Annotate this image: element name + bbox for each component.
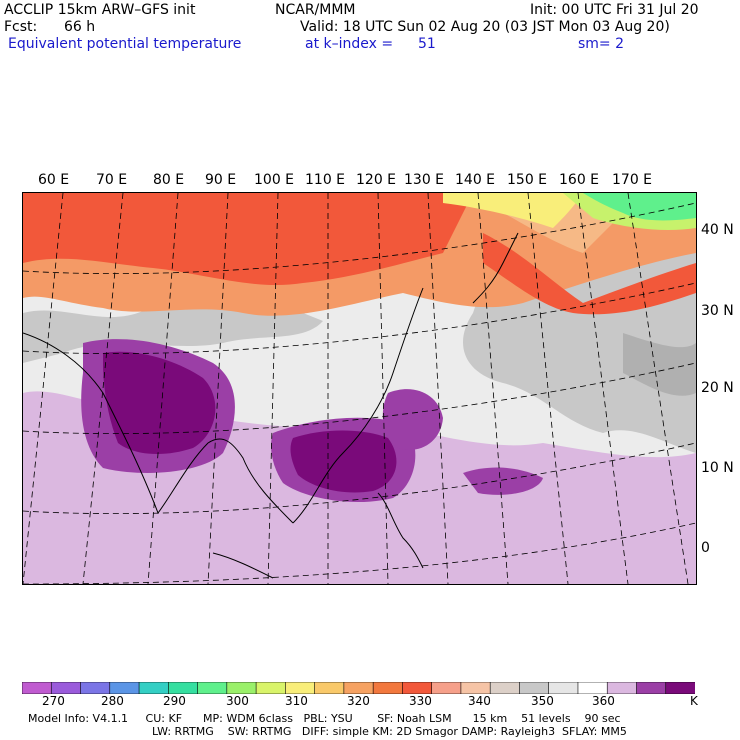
colorbar-swatch (636, 682, 667, 694)
lon-line-160e (577, 193, 629, 584)
coastline-china (292, 287, 424, 524)
colorbar-swatch (22, 682, 53, 694)
lon-label-160e: 160 E (559, 172, 600, 188)
colorbar-swatch (577, 682, 609, 694)
colorbar-tick-330: 330 (409, 694, 432, 708)
colorbar-tick-280: 280 (101, 694, 124, 708)
lon-label-100e: 100 E (254, 172, 295, 188)
deep-purple-scs (290, 430, 397, 493)
colorbar-swatch (109, 682, 140, 694)
colorbar-tick-360: 360 (592, 694, 615, 708)
colorbar-swatch (606, 682, 638, 694)
forecast-label: Fcst: (4, 19, 38, 35)
colorbar-swatch (314, 682, 345, 694)
colorbar-swatch (402, 682, 433, 694)
lon-label-170e: 170 E (612, 172, 653, 188)
lat-label-equator: 0 (701, 540, 710, 556)
lon-line-90e (207, 193, 229, 584)
hot-band-north (23, 193, 473, 286)
init-time: Init: 00 UTC Fri 31 Jul 20 (530, 2, 699, 18)
organization-label: NCAR/MMM (275, 2, 356, 18)
colorbar (22, 682, 695, 694)
coastline-japan (472, 232, 519, 304)
colorbar-swatch (197, 682, 228, 694)
gray-region-south (623, 333, 696, 396)
lon-line-140e (477, 193, 509, 584)
colorbar-swatch (460, 682, 491, 694)
field-name: Equivalent potential temperature (8, 36, 242, 52)
lon-label-80e: 80 E (153, 172, 185, 188)
red-tongue-east (483, 233, 696, 315)
lon-line-130e (427, 193, 449, 584)
lon-line-70e (82, 193, 124, 584)
colorbar-swatch (255, 682, 287, 694)
colorbar-swatch (138, 682, 170, 694)
model-title: ACCLIP 15km ARW–GFS init (4, 2, 196, 18)
lon-label-150e: 150 E (507, 172, 548, 188)
colorbar-swatch (343, 682, 374, 694)
lon-label-60e: 60 E (38, 172, 70, 188)
lon-label-130e: 130 E (404, 172, 445, 188)
level-label: at k–index = (305, 36, 394, 52)
smoothing-label: sm= 2 (578, 36, 625, 52)
coastline-indonesia (212, 552, 274, 579)
colorbar-swatch (548, 682, 579, 694)
colorbar-tick-270: 270 (42, 694, 65, 708)
lon-line-100e (267, 193, 279, 584)
colorbar-swatch (431, 682, 462, 694)
equivalent-potential-temperature-map (22, 192, 697, 585)
lon-label-120e: 120 E (356, 172, 397, 188)
colorbar-tick-300: 300 (226, 694, 249, 708)
lat-label-20n: 20 N (701, 380, 734, 396)
purple-cyclone (382, 389, 443, 450)
coastline-philippines (377, 492, 424, 569)
level-value: 51 (418, 36, 436, 52)
yellow-northeast (443, 193, 583, 228)
lat-label-40n: 40 N (701, 222, 734, 238)
lat-label-30n: 30 N (701, 303, 734, 319)
lon-label-110e: 110 E (305, 172, 346, 188)
deep-purple-india (103, 351, 216, 455)
green-northeast (583, 193, 696, 221)
forecast-hours: 66 h (64, 19, 96, 35)
lon-line-60e (23, 193, 64, 584)
colorbar-swatch (50, 682, 82, 694)
model-info-line-1: Model Info: V4.1.1 CU: KF MP: WDM 6class… (28, 712, 621, 725)
model-info-line-2: LW: RRTMG SW: RRTMG DIFF: simple KM: 2D … (152, 725, 627, 738)
colorbar-unit: K (690, 694, 698, 708)
map-canvas (23, 193, 696, 584)
purple-patch-pacific (463, 467, 543, 495)
lon-line-150e (527, 193, 569, 584)
colorbar-swatch (168, 682, 199, 694)
valid-time: Valid: 18 UTC Sun 02 Aug 20 (03 JST Mon … (300, 19, 670, 35)
graticule (23, 193, 696, 584)
colorbar-swatch (489, 682, 521, 694)
colorbar-tick-290: 290 (163, 694, 186, 708)
colorbar-swatch (665, 682, 695, 694)
lon-label-90e: 90 E (205, 172, 237, 188)
lon-label-140e: 140 E (455, 172, 496, 188)
lat-label-10n: 10 N (701, 460, 734, 476)
colorbar-swatch (80, 682, 111, 694)
lon-line-120e (377, 193, 389, 584)
gray-region-west (23, 302, 323, 363)
coastlines (23, 232, 519, 579)
colorbar-tick-320: 320 (347, 694, 370, 708)
colorbar-tick-310: 310 (285, 694, 308, 708)
colorbar-swatch (285, 682, 316, 694)
lon-line-80e (147, 193, 179, 584)
lon-label-70e: 70 E (96, 172, 128, 188)
colorbar-tick-340: 340 (468, 694, 491, 708)
colorbar-swatch (226, 682, 257, 694)
colorbar-tick-350: 350 (531, 694, 554, 708)
colorbar-swatch (519, 682, 550, 694)
lon-line-170e (627, 193, 689, 584)
colorbar-swatch (372, 682, 404, 694)
coastline-south-asia (23, 332, 294, 524)
